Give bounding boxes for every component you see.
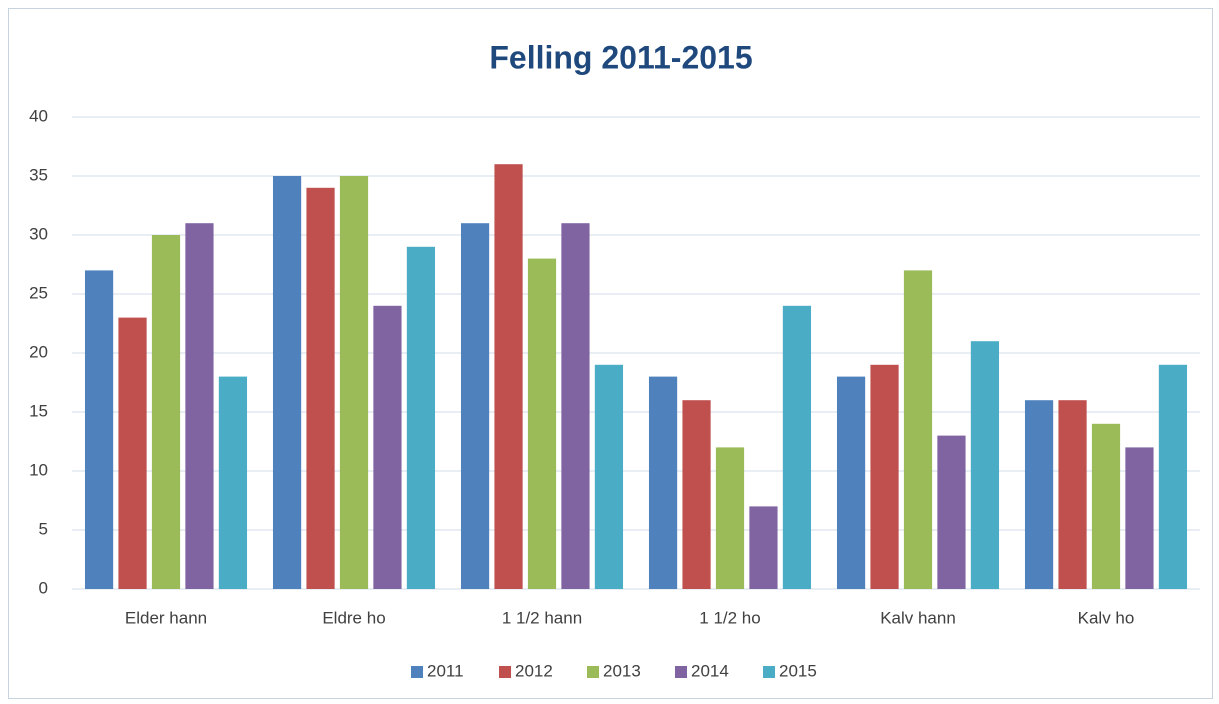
chart-title: Felling 2011-2015 xyxy=(489,39,752,75)
bar xyxy=(903,270,933,589)
bar xyxy=(494,164,523,589)
bar xyxy=(1058,400,1087,589)
y-tick-label: 0 xyxy=(39,578,48,597)
bar xyxy=(373,305,402,589)
bar xyxy=(1125,447,1154,589)
legend-swatch xyxy=(411,666,423,678)
bar xyxy=(185,223,214,589)
y-tick-label: 40 xyxy=(29,106,48,125)
bar xyxy=(1158,364,1188,589)
x-tick-label: Eldre ho xyxy=(322,608,385,627)
bar xyxy=(151,235,181,589)
bar xyxy=(682,400,711,589)
bar xyxy=(527,258,557,589)
y-tick-label: 30 xyxy=(29,224,48,243)
bar xyxy=(749,506,778,589)
bar xyxy=(937,435,966,589)
y-tick-label: 10 xyxy=(29,460,48,479)
bar xyxy=(561,223,590,589)
bar xyxy=(272,176,302,589)
legend-label: 2012 xyxy=(515,661,553,680)
bar xyxy=(870,364,899,589)
legend-label: 2013 xyxy=(603,661,641,680)
bar xyxy=(460,223,490,589)
bar xyxy=(836,376,866,589)
bar xyxy=(1091,423,1121,589)
x-tick-label: Kalv ho xyxy=(1078,608,1135,627)
bar xyxy=(218,376,248,589)
x-tick-label: Elder hann xyxy=(125,608,207,627)
x-tick-label: 1 1/2 ho xyxy=(699,608,760,627)
bar xyxy=(306,187,335,590)
legend-label: 2015 xyxy=(779,661,817,680)
legend-swatch xyxy=(675,666,687,678)
y-tick-label: 15 xyxy=(29,401,48,420)
legend-label: 2014 xyxy=(691,661,729,680)
bar xyxy=(1024,400,1054,589)
x-tick-label: 1 1/2 hann xyxy=(502,608,582,627)
bar xyxy=(406,246,436,590)
bar xyxy=(715,447,745,589)
y-tick-label: 35 xyxy=(29,165,48,184)
y-tick-label: 5 xyxy=(39,519,48,538)
x-tick-label: Kalv hann xyxy=(880,608,956,627)
bar xyxy=(118,317,147,589)
legend-swatch xyxy=(587,666,599,678)
y-tick-label: 20 xyxy=(29,342,48,361)
bar xyxy=(782,305,812,589)
legend-label: 2011 xyxy=(427,661,464,680)
bar xyxy=(648,376,678,589)
bar xyxy=(339,176,369,589)
y-tick-label: 25 xyxy=(29,283,48,302)
legend-swatch xyxy=(763,666,775,678)
bar xyxy=(594,364,624,589)
legend-swatch xyxy=(499,666,511,678)
bar xyxy=(84,270,114,589)
bar xyxy=(970,341,1000,589)
